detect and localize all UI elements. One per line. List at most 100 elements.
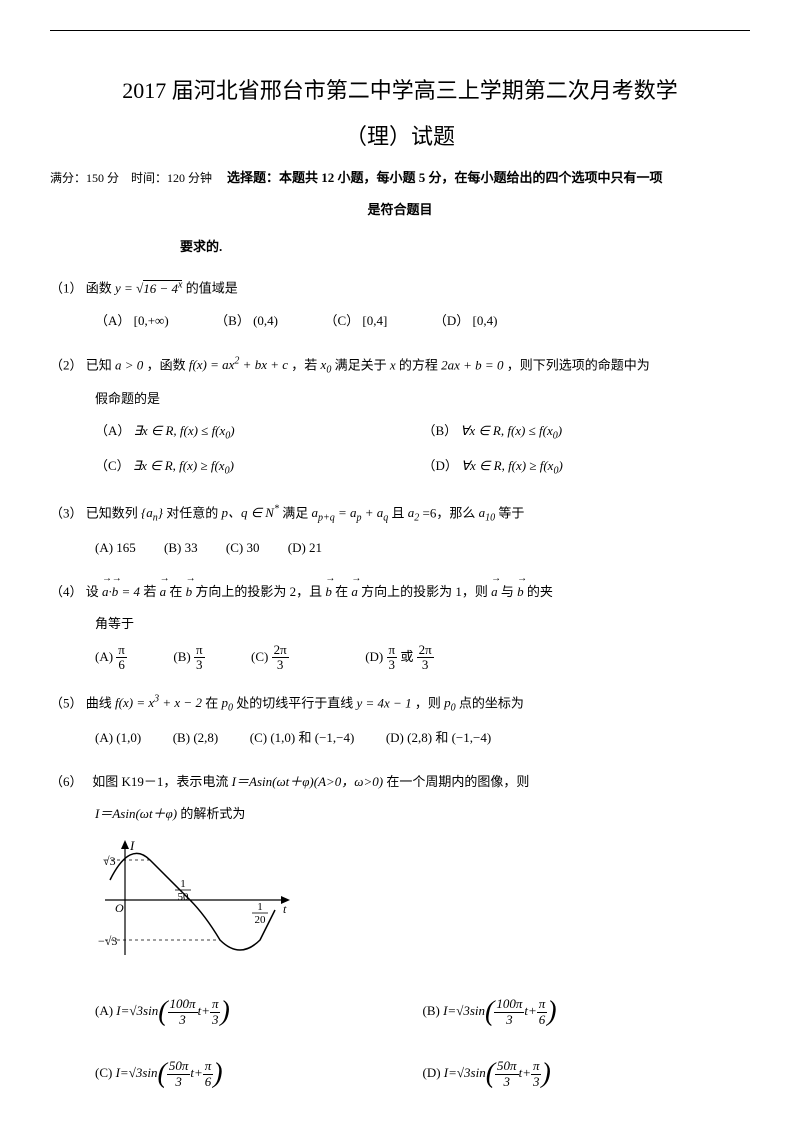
instruction-2: 是符合题目 <box>50 199 750 218</box>
q6-opt-a: (A) I=√3sin(100π3t+π3) <box>95 984 423 1040</box>
svg-text:I: I <box>129 838 135 853</box>
q2-opt-c-math: ∃x ∈ R, f(x) ≥ f(x0) <box>133 458 234 473</box>
q2-options-row2: （C） ∃x ∈ R, f(x) ≥ f(x0) （D） ∀x ∈ R, f(x… <box>95 453 750 482</box>
q2-t1: 已知 <box>86 357 112 372</box>
q4-t4: 方向上的投影为 2，且 <box>195 584 322 599</box>
q2-cond: a > 0 <box>115 357 147 372</box>
q1-opt-d-val: [0,4) <box>472 313 497 328</box>
svg-text:O: O <box>115 901 124 915</box>
q4-opt-d-frac2: 2π3 <box>417 643 434 673</box>
q6-options-row2: (C) I=√3sin(50π3t+π6) (D) I=√3sin(50π3t+… <box>95 1046 750 1102</box>
q6-f1: I＝Asin(ωt＋φ)(A>0，ω>0) <box>232 774 383 789</box>
q2-options-row1: （A） ∃x ∈ R, f(x) ≤ f(x0) （B） ∀x ∈ R, f(x… <box>95 418 750 447</box>
q2-opt-a-math: ∃x ∈ R, f(x) ≤ f(x0) <box>134 423 235 438</box>
q6-opt-b-label: (B) <box>423 1003 440 1018</box>
q6-t2: 在一个周期内的图像，则 <box>386 774 529 789</box>
q4-opt-d-label: (D) <box>365 648 383 663</box>
q6-opt-a-math: I=√3sin(100π3t+π3) <box>116 1003 230 1018</box>
q2-num: （2） <box>50 357 83 372</box>
q5-opt-b-val: (2,8) <box>193 730 218 745</box>
q3-stem: （3） 已知数列 {an} 对任意的 p、q ∈ N* 满足 ap+q = ap… <box>50 500 750 529</box>
q5-opt-c-val1: (1,0) <box>270 730 295 745</box>
q3-t5: =6，那么 <box>423 505 476 520</box>
instruction-3: 要求的. <box>180 236 750 255</box>
q4-t7: 与 <box>501 584 514 599</box>
q1-options: （A） [0,+∞) （B） (0,4) （C） [0,4] （D） [0,4) <box>95 308 750 334</box>
q4-opt-b-frac: π3 <box>194 643 205 673</box>
q4-t3: 在 <box>169 584 182 599</box>
q1-opt-d-label: （D） <box>434 313 469 328</box>
q2-opt-d-label: （D） <box>423 458 458 473</box>
q5-opt-d-val1: (2,8) <box>407 730 432 745</box>
q5-opt-a-label: (A) <box>95 730 113 745</box>
score-time: 满分：150 分 时间：120 分钟 <box>50 171 212 185</box>
q2-fx: f(x) = ax2 + bx + c <box>189 357 288 372</box>
question-6: （6） 如图 K19－1，表示电流 I＝Asin(ωt＋φ)(A>0，ω>0) … <box>50 769 750 1102</box>
svg-text:20: 20 <box>255 914 267 926</box>
q4-opt-a-frac: π6 <box>116 643 127 673</box>
q1-text-pre: 函数 <box>86 281 115 296</box>
q3-pq: p、q ∈ N* <box>221 505 282 520</box>
q4-opt-c-frac: 2π3 <box>272 643 289 673</box>
q1-opt-a-val: [0,+∞) <box>134 313 169 328</box>
q2-opt-b-label: （B） <box>423 423 458 438</box>
q4-ab: a·b = 4 <box>102 584 143 599</box>
svg-text:√3: √3 <box>103 854 116 868</box>
q1-formula: y = √16 − 4x <box>115 280 182 296</box>
q6-opt-c-math: I=√3sin(50π3t+π6) <box>116 1065 223 1080</box>
q4-options: (A) π6 (B) π3 (C) 2π3 (D) π3 或 2π3 <box>95 643 750 673</box>
q6-options-row1: (A) I=√3sin(100π3t+π3) (B) I=√3sin(100π3… <box>95 984 750 1040</box>
q6-stem-2: I＝Asin(ωt＋φ) 的解析式为 <box>95 801 750 827</box>
svg-text:1: 1 <box>180 878 186 890</box>
q3-num: （3） <box>50 505 83 520</box>
q6-opt-d-math: I=√3sin(50π3t+π3) <box>444 1065 551 1080</box>
page-top-rule <box>50 30 750 31</box>
question-3: （3） 已知数列 {an} 对任意的 p、q ∈ N* 满足 ap+q = ap… <box>50 500 750 561</box>
q5-opt-d-label: (D) <box>386 730 404 745</box>
q4-opt-d-frac1: π3 <box>387 643 398 673</box>
q3-opt-a: (A) 165 <box>95 540 136 555</box>
q3-seq: {an} <box>141 505 163 520</box>
q2-opt-a: （A） ∃x ∈ R, f(x) ≤ f(x0) <box>95 418 423 447</box>
q6-graph: I √3 −√3 O t 1 50 1 20 <box>95 835 750 974</box>
q6-num: （6） <box>50 774 76 789</box>
q4-opt-a-label: (A) <box>95 648 113 663</box>
q2-x0: x0 <box>321 357 335 372</box>
q2-t5: 的方程 <box>399 357 438 372</box>
q1-text-post: 的值域是 <box>186 281 238 296</box>
svg-text:1: 1 <box>257 901 263 913</box>
q6-opt-b: (B) I=√3sin(100π3t+π6) <box>423 984 751 1040</box>
q4-opt-d-join: 或 <box>400 648 413 663</box>
q4-t6: 方向上的投影为 1，则 <box>361 584 488 599</box>
q2-t2: ，函数 <box>147 357 189 372</box>
q5-stem: （5） 曲线 f(x) = x3 + x − 2 在 p0 处的切线平行于直线 … <box>50 690 750 719</box>
q4-t9: 角等于 <box>95 611 750 637</box>
q3-t3: 满足 <box>282 505 308 520</box>
q5-t3: 处的切线平行于直线 <box>236 695 353 710</box>
q1-opt-b-label: （B） <box>215 313 250 328</box>
q5-t5: 点的坐标为 <box>459 695 524 710</box>
q2-opt-b-math: ∀x ∈ R, f(x) ≤ f(x0) <box>460 423 562 438</box>
q2-opt-c-label: （C） <box>95 458 130 473</box>
q3-rel: ap+q = ap + aq <box>311 505 391 520</box>
q5-opt-d-val2: (−1,−4) <box>452 730 492 745</box>
q4-b3: b <box>517 584 527 599</box>
q2-eq: 2ax + b = 0 <box>441 357 507 372</box>
q1-num: （1） <box>50 281 83 296</box>
q4-b2: b <box>325 584 335 599</box>
exam-title-2: （理）试题 <box>50 119 750 151</box>
q3-t6: 等于 <box>498 505 524 520</box>
q4-t8: 的夹 <box>527 584 553 599</box>
q6-opt-c-label: (C) <box>95 1065 112 1080</box>
q2-t7: 假命题的是 <box>95 386 750 412</box>
q2-opt-a-label: （A） <box>95 423 130 438</box>
q3-t1: 已知数列 <box>86 505 138 520</box>
svg-text:t: t <box>283 902 287 916</box>
q5-opt-b-label: (B) <box>173 730 190 745</box>
q2-t3: ，若 <box>291 357 317 372</box>
q4-stem: （4） 设 a·b = 4 若 a 在 b 方向上的投影为 2，且 b 在 a … <box>50 579 750 605</box>
q6-opt-d: (D) I=√3sin(50π3t+π3) <box>423 1046 751 1102</box>
svg-text:−√3: −√3 <box>98 934 117 948</box>
q5-p0b: p0 <box>444 695 459 710</box>
q4-t5: 在 <box>335 584 348 599</box>
